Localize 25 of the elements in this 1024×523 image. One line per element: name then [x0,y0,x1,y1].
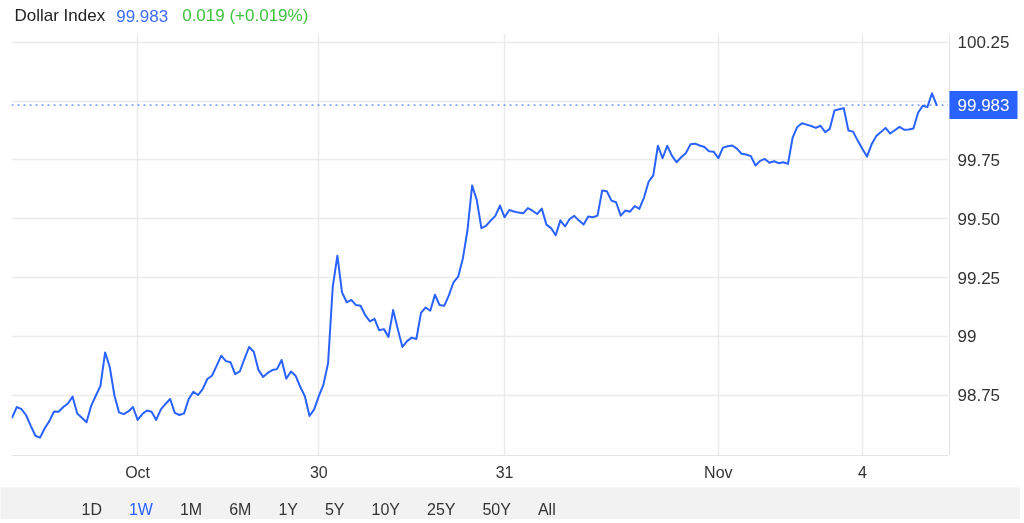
chart-title: Dollar Index [14,6,106,25]
y-tick-label: 99 [957,327,977,347]
text: 99.983 [116,6,169,26]
text: 1D [81,501,102,518]
text: 1Y [278,501,299,518]
ref-line-label: 99.983 [957,96,1010,116]
x-tick-label: 4 [857,463,867,481]
text: 5Y [324,501,345,518]
text: All [537,501,556,518]
x-tick-label: Nov [704,463,733,481]
x-tick-label: Oct [125,463,151,481]
text: 0.019 (+0.019%) [182,6,309,25]
text: 1M [179,501,203,518]
x-tick-label: 31 [495,463,514,481]
y-tick-label: 99.25 [957,268,1001,288]
text: 10Y [371,501,401,518]
text: 1W [128,501,154,518]
text: 50Y [482,501,512,518]
x-tick-label: 30 [309,463,328,481]
y-tick-label: 100.25 [957,33,1010,53]
y-tick-label: 99.50 [957,209,1001,229]
y-tick-label: 98.75 [957,386,1001,406]
text: 6M [229,501,252,518]
y-tick-label: 99.75 [957,150,1001,170]
text: 25Y [427,501,456,518]
